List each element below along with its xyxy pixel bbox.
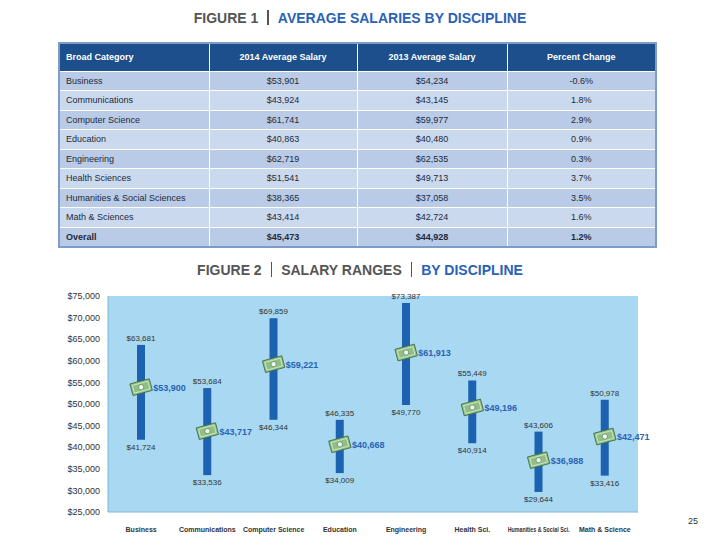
html-text:$61,741: $61,741 (266, 114, 300, 125)
svg-text:$60,000: $60,000 (67, 356, 100, 366)
svg-text:$53,684: $53,684 (193, 377, 222, 386)
html-text:SALARY RANGES: SALARY RANGES (281, 262, 402, 278)
svg-text:$50,000: $50,000 (67, 399, 100, 409)
svg-text:$59,221: $59,221 (286, 360, 319, 370)
html-text:$51,541: $51,541 (266, 173, 300, 184)
html-text:$62,719: $62,719 (266, 153, 300, 164)
html-text:1.2%: 1.2% (571, 231, 592, 242)
svg-text:$73,387: $73,387 (392, 292, 421, 301)
svg-text:$75,000: $75,000 (67, 291, 100, 301)
html-text:Education: Education (66, 134, 106, 145)
svg-text:$40,000: $40,000 (67, 442, 100, 452)
svg-text:$29,644: $29,644 (524, 495, 553, 504)
html-text:$40,480: $40,480 (415, 134, 449, 145)
html-text:$45,473: $45,473 (266, 231, 300, 242)
html-text:0.3%: 0.3% (571, 153, 592, 164)
svg-text:$30,000: $30,000 (67, 486, 100, 496)
html-text:AVERAGE SALARIES BY DISCIPLINE: AVERAGE SALARIES BY DISCIPLINE (277, 10, 527, 26)
svg-text:$45,000: $45,000 (67, 421, 100, 431)
html-text:$44,928: $44,928 (415, 231, 449, 242)
svg-text:$43,717: $43,717 (219, 427, 252, 437)
html-text:25: 25 (688, 516, 698, 526)
svg-text:$36,988: $36,988 (551, 456, 584, 466)
svg-text:$33,416: $33,416 (590, 479, 619, 488)
svg-text:$41,724: $41,724 (127, 443, 156, 452)
svg-text:$35,000: $35,000 (67, 464, 100, 474)
html-text:Overall: Overall (66, 231, 97, 242)
html-text:-0.6%: -0.6% (569, 75, 593, 86)
html-text:Percent Change: Percent Change (547, 52, 616, 63)
html-text:FIGURE 2: FIGURE 2 (197, 262, 262, 278)
svg-text:$40,668: $40,668 (352, 440, 385, 450)
html-text:$42,724: $42,724 (415, 212, 449, 223)
html-text:3.7%: 3.7% (571, 173, 592, 184)
svg-text:$46,344: $46,344 (259, 423, 288, 432)
html-text:2.9%: 2.9% (571, 114, 592, 125)
html-text:3.5%: 3.5% (571, 192, 592, 203)
svg-text:Math & Science: Math & Science (579, 526, 631, 533)
svg-text:$69,859: $69,859 (259, 307, 288, 316)
svg-text:$49,770: $49,770 (392, 408, 421, 417)
svg-text:Humanities & Social Sci.: Humanities & Social Sci. (508, 526, 570, 533)
html-text:$59,977: $59,977 (415, 114, 449, 125)
svg-text:$65,000: $65,000 (67, 334, 100, 344)
html-text:Communications: Communications (66, 95, 133, 106)
svg-text:$63,681: $63,681 (127, 334, 156, 343)
html-text:$49,713: $49,713 (415, 173, 449, 184)
html-text:Broad Category: Broad Category (66, 52, 134, 63)
svg-text:Computer Science: Computer Science (243, 526, 305, 534)
svg-text:$40,914: $40,914 (458, 446, 487, 455)
html-text:Engineering: Engineering (66, 153, 114, 164)
svg-text:$50,978: $50,978 (590, 389, 619, 398)
html-text:$38,365: $38,365 (266, 192, 300, 203)
svg-text:$33,536: $33,536 (193, 478, 222, 487)
svg-text:Communications: Communications (179, 526, 236, 533)
html-text:$43,145: $43,145 (415, 95, 449, 106)
html-text:$62,535: $62,535 (415, 153, 449, 164)
html-text:$54,234: $54,234 (415, 75, 449, 86)
html-text:$43,924: $43,924 (266, 95, 300, 106)
html-text:Health Sciences: Health Sciences (66, 173, 131, 184)
svg-text:$25,000: $25,000 (67, 507, 100, 517)
svg-text:$53,900: $53,900 (153, 383, 186, 393)
html-text:2013 Average Salary: 2013 Average Salary (388, 52, 476, 63)
html-text:$40,863: $40,863 (266, 134, 300, 145)
html-text:Computer Science: Computer Science (66, 114, 140, 125)
svg-text:$61,913: $61,913 (418, 348, 451, 358)
html-text:0.9%: 0.9% (571, 134, 592, 145)
svg-text:$55,000: $55,000 (67, 378, 100, 388)
html-text:Math & Sciences: Math & Sciences (66, 212, 134, 223)
html-text:Humanities & Social Sciences: Humanities & Social Sciences (66, 192, 186, 203)
svg-text:$42,471: $42,471 (617, 432, 650, 442)
html-text:FIGURE 1: FIGURE 1 (193, 10, 259, 26)
svg-text:$70,000: $70,000 (67, 313, 100, 323)
svg-text:$43,606: $43,606 (524, 421, 553, 430)
svg-text:$34,009: $34,009 (325, 476, 354, 485)
html-text:1.8%: 1.8% (571, 95, 592, 106)
svg-text:Education: Education (323, 526, 357, 533)
html-text:2014 Average Salary: 2014 Average Salary (239, 52, 327, 63)
svg-text:Health Sci.: Health Sci. (454, 526, 490, 533)
html-text:BY DISCIPLINE: BY DISCIPLINE (421, 262, 523, 278)
html-text:$37,058: $37,058 (415, 192, 449, 203)
svg-text:$49,196: $49,196 (484, 403, 517, 413)
svg-text:$55,449: $55,449 (458, 369, 487, 378)
html-text:$53,901: $53,901 (266, 75, 300, 86)
svg-text:Engineering: Engineering (386, 526, 426, 534)
html-text:$43,414: $43,414 (266, 212, 300, 223)
svg-text:$46,335: $46,335 (325, 409, 354, 418)
html-text:Business: Business (66, 75, 103, 86)
svg-text:Business: Business (126, 526, 157, 533)
html-text:1.6%: 1.6% (571, 212, 592, 223)
